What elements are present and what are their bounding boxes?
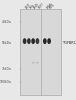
Ellipse shape [31,38,35,44]
Text: 100kDa: 100kDa [0,80,12,84]
Ellipse shape [36,38,39,44]
Ellipse shape [36,62,39,64]
Ellipse shape [43,38,47,44]
Bar [20,9,61,95]
Text: Jurkat: Jurkat [45,2,53,10]
Text: MCF7: MCF7 [37,2,45,10]
Ellipse shape [27,38,31,44]
Text: 40kDa: 40kDa [2,20,12,24]
Text: 293T: 293T [25,2,32,10]
Ellipse shape [32,62,35,64]
Ellipse shape [23,38,27,44]
Text: Hela: Hela [29,3,36,10]
Text: K562: K562 [49,2,56,10]
Text: 55kDa: 55kDa [2,41,12,45]
Ellipse shape [47,38,51,44]
Text: A549: A549 [33,2,41,10]
Text: 75kDa: 75kDa [2,67,12,71]
Text: TGFBR1: TGFBR1 [62,41,76,45]
